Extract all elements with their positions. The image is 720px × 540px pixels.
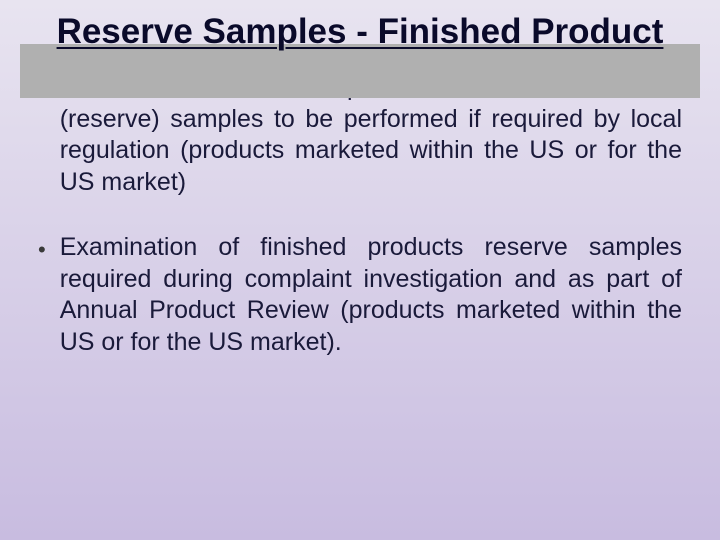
bullet-item: • Examination of finished products reser…	[38, 232, 682, 358]
title-container: Reserve Samples - Finished Product	[20, 8, 700, 54]
bullet-text: Examination of finished products reserve…	[60, 232, 682, 358]
bullet-marker-icon: •	[38, 234, 46, 266]
slide-title: Reserve Samples - Finished Product	[20, 8, 700, 54]
slide-content: • Visual examination of representative l…	[0, 54, 720, 358]
